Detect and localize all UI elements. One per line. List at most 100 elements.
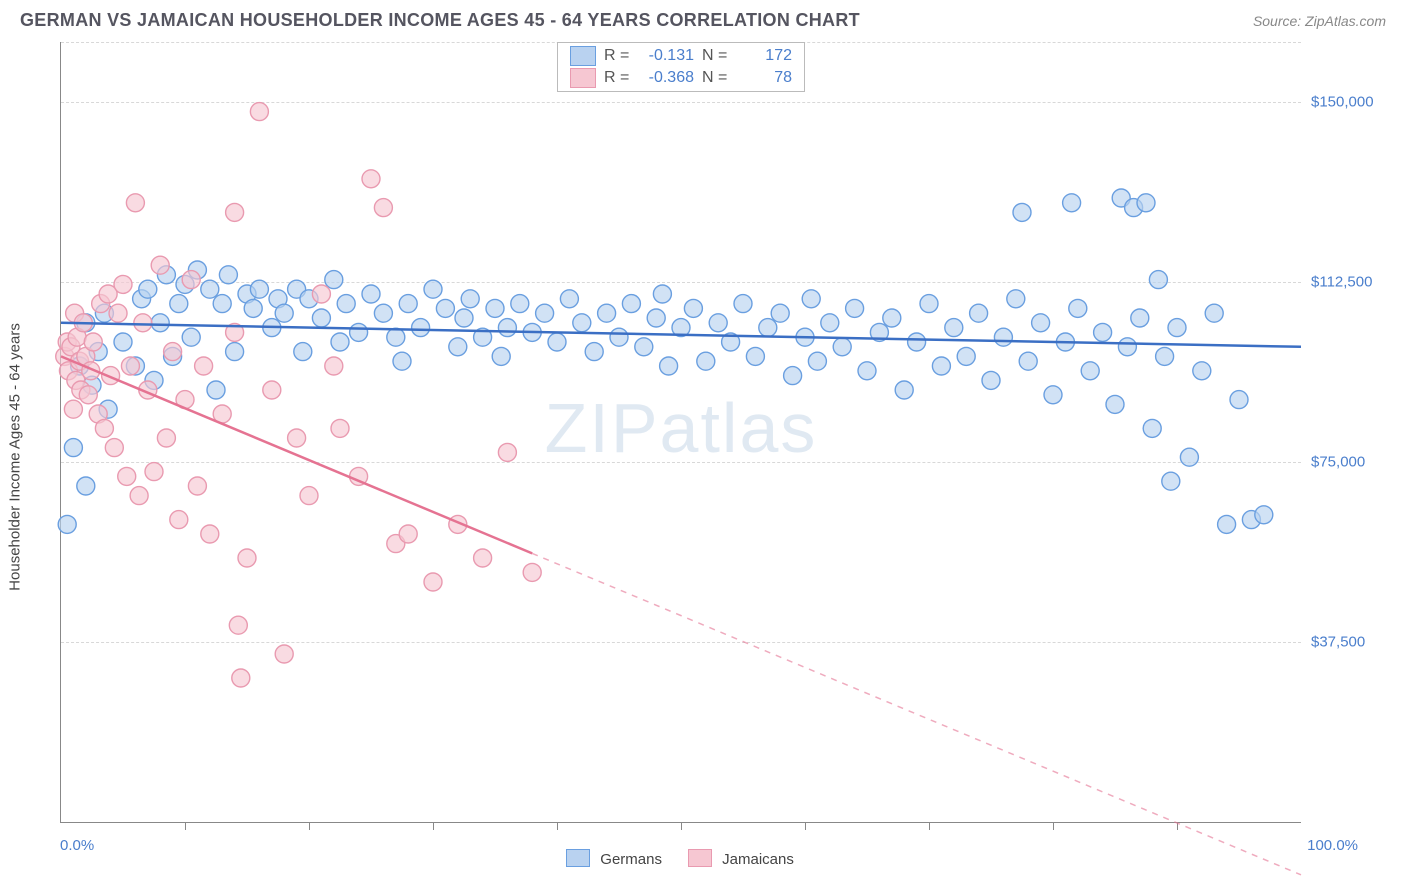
data-point (1007, 290, 1025, 308)
data-point (560, 290, 578, 308)
data-point (288, 429, 306, 447)
scatter-svg (61, 42, 1301, 822)
data-point (474, 549, 492, 567)
data-point (325, 357, 343, 375)
data-point (151, 256, 169, 274)
legend-swatch-jamaicans (570, 68, 596, 88)
data-point (374, 304, 392, 322)
swatch-icon (566, 849, 590, 867)
data-point (945, 319, 963, 337)
data-point (1255, 506, 1273, 524)
data-point (109, 304, 127, 322)
data-point (821, 314, 839, 332)
plot-area: ZIPatlas R = -0.131 N = 172 R = -0.368 N… (60, 42, 1301, 823)
legend-item-germans: Germans (566, 849, 662, 868)
data-point (784, 367, 802, 385)
r-label: R = (604, 47, 632, 65)
data-point (1162, 472, 1180, 490)
data-point (598, 304, 616, 322)
data-point (932, 357, 950, 375)
swatch-icon (688, 849, 712, 867)
x-tick (185, 822, 186, 830)
data-point (610, 328, 628, 346)
data-point (684, 299, 702, 317)
data-point (362, 170, 380, 188)
data-point (734, 295, 752, 313)
data-point (436, 299, 454, 317)
data-point (164, 343, 182, 361)
data-point (275, 645, 293, 663)
correlation-legend: R = -0.131 N = 172 R = -0.368 N = 78 (557, 42, 805, 92)
data-point (424, 573, 442, 591)
x-tick (309, 822, 310, 830)
data-point (548, 333, 566, 351)
data-point (697, 352, 715, 370)
data-point (399, 295, 417, 313)
data-point (802, 290, 820, 308)
x-tick (433, 822, 434, 830)
data-point (920, 295, 938, 313)
data-point (1032, 314, 1050, 332)
data-point (387, 328, 405, 346)
x-axis-max-label: 100.0% (1307, 837, 1358, 854)
data-point (660, 357, 678, 375)
data-point (195, 357, 213, 375)
data-point (908, 333, 926, 351)
data-point (232, 669, 250, 687)
y-tick-label: $75,000 (1311, 454, 1365, 471)
data-point (250, 280, 268, 298)
data-point (858, 362, 876, 380)
data-point (157, 429, 175, 447)
data-point (312, 309, 330, 327)
data-point (331, 419, 349, 437)
data-point (1019, 352, 1037, 370)
data-point (486, 299, 504, 317)
legend-row-germans: R = -0.131 N = 172 (564, 45, 798, 67)
data-point (79, 386, 97, 404)
data-point (337, 295, 355, 313)
data-point (709, 314, 727, 332)
data-point (1149, 271, 1167, 289)
x-tick (1053, 822, 1054, 830)
series-legend: Germans Jamaicans (60, 849, 1300, 868)
data-point (647, 309, 665, 327)
data-point (498, 443, 516, 461)
x-tick (557, 822, 558, 830)
data-point (1069, 299, 1087, 317)
data-point (1081, 362, 1099, 380)
trend-line-extrapolated (532, 553, 1301, 874)
data-point (622, 295, 640, 313)
data-point (263, 381, 281, 399)
data-point (1094, 323, 1112, 341)
data-point (58, 515, 76, 533)
data-point (188, 477, 206, 495)
data-point (1131, 309, 1149, 327)
data-point (994, 328, 1012, 346)
data-point (759, 319, 777, 337)
data-point (325, 271, 343, 289)
data-point (1230, 391, 1248, 409)
data-point (238, 549, 256, 567)
data-point (1013, 203, 1031, 221)
data-point (1205, 304, 1223, 322)
data-point (118, 467, 136, 485)
data-point (412, 319, 430, 337)
x-tick (805, 822, 806, 830)
data-point (585, 343, 603, 361)
data-point (746, 347, 764, 365)
data-point (1168, 319, 1186, 337)
data-point (139, 280, 157, 298)
y-tick-label: $112,500 (1311, 274, 1372, 291)
data-point (883, 309, 901, 327)
data-point (455, 309, 473, 327)
legend-label: Germans (600, 851, 662, 868)
data-point (1118, 338, 1136, 356)
legend-label: Jamaicans (722, 851, 794, 868)
data-point (84, 333, 102, 351)
data-point (145, 463, 163, 481)
data-point (77, 477, 95, 495)
data-point (498, 319, 516, 337)
data-point (449, 338, 467, 356)
data-point (126, 194, 144, 212)
data-point (511, 295, 529, 313)
